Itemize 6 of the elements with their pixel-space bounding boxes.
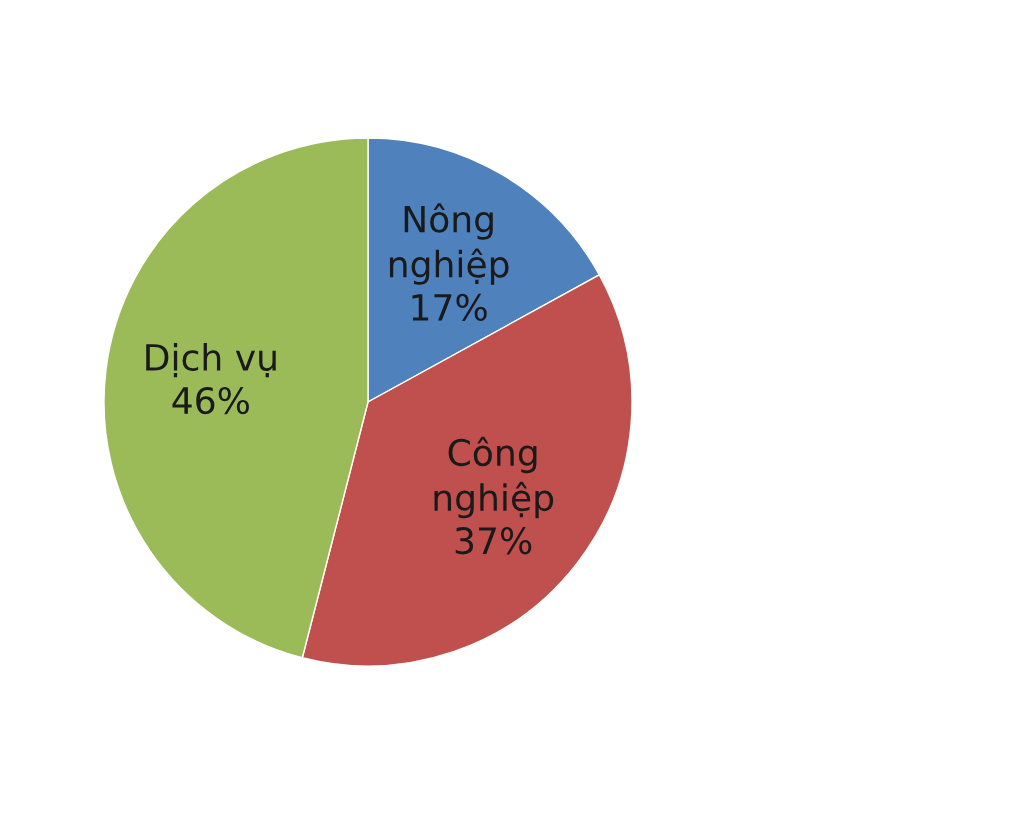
data-label: 37% [455,527,532,555]
data-label: 17% [412,293,487,321]
data-label: 46% [172,386,249,415]
slice-label: Dịch vụ [146,343,276,378]
slice-label: Nông nghiệp [389,203,509,285]
slice-label: Công nghiệp [434,436,554,519]
